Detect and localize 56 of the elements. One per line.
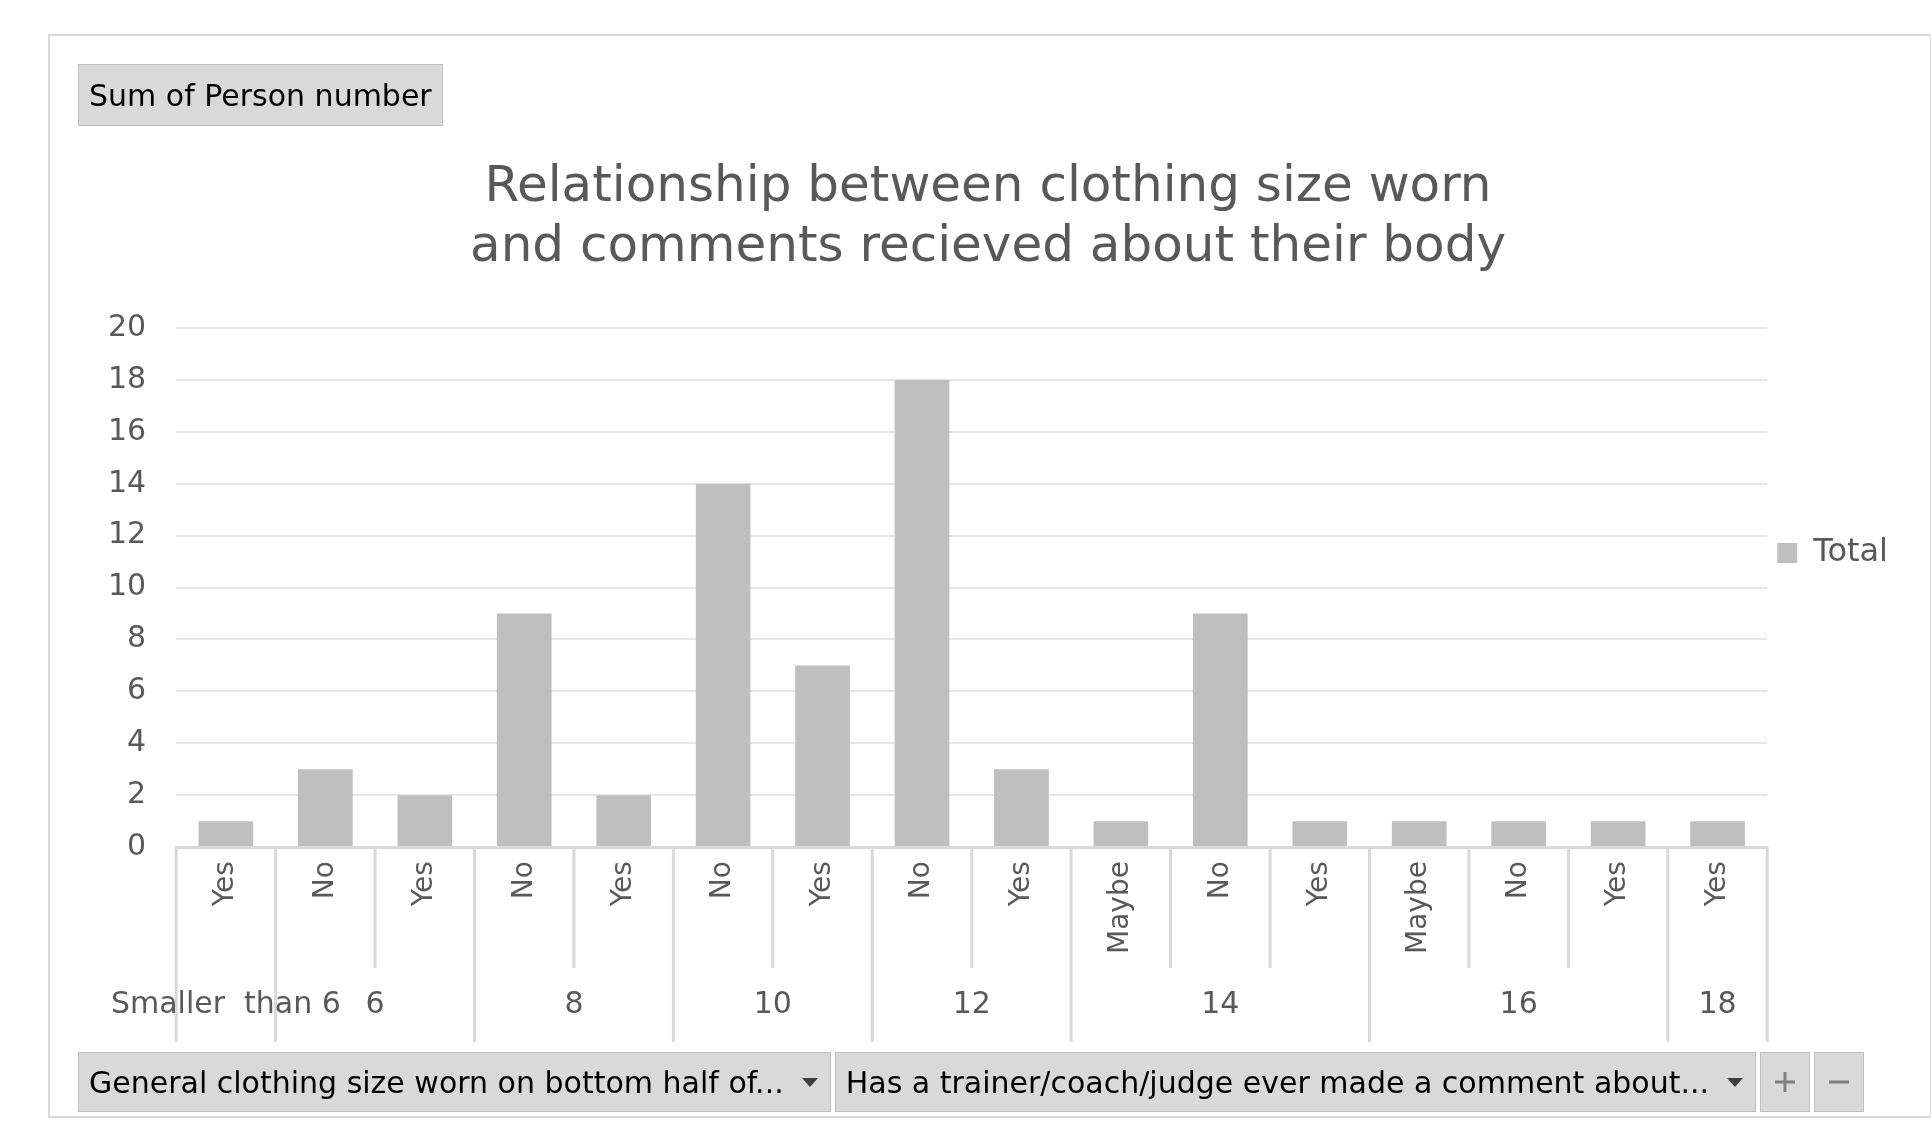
text: Sum of Person number (78, 64, 443, 126)
bar (695, 483, 751, 847)
x-tick-label: No (1499, 861, 1533, 900)
y-tick-label: 4 (127, 723, 147, 759)
bar (297, 769, 353, 847)
x-tick-label: Yes (604, 861, 638, 908)
x-tick-label: Yes (1301, 861, 1335, 908)
x-tick-label: Yes (1002, 861, 1036, 908)
text: 16 (1499, 984, 1538, 1020)
x-tick-label: Maybe (1400, 861, 1434, 954)
y-tick-label: 12 (107, 515, 147, 551)
bar (795, 665, 850, 847)
text: 14 (1201, 984, 1240, 1020)
x-tick-label: No (306, 861, 340, 900)
bar (1391, 821, 1447, 847)
text: 8 (564, 984, 584, 1020)
bar (1093, 821, 1149, 847)
x-tick-label: Yes (1698, 861, 1732, 908)
bar (894, 379, 950, 847)
x-tick-label: No (1201, 861, 1235, 900)
text: 10 (753, 984, 792, 1020)
y-tick-label: 2 (127, 775, 147, 810)
bar (1292, 821, 1348, 847)
text: 6 (365, 984, 385, 1020)
x-tick-label: No (505, 861, 539, 900)
text: 18 (1698, 984, 1737, 1020)
y-tick-label: 0 (127, 826, 147, 862)
text: General clothing size worn on bottom half of... (89, 1064, 784, 1100)
y-tick-label: 14 (107, 463, 147, 499)
y-tick-label: 6 (127, 671, 147, 707)
x-tick-label: Yes (406, 861, 440, 908)
bar (994, 769, 1049, 847)
x-tick-label: Yes (1599, 861, 1633, 908)
y-tick-label: 18 (107, 359, 147, 395)
chart-title: Relationship between clothing size worn and comments recieved about their body (469, 154, 1507, 273)
y-tick-label: 10 (107, 567, 147, 603)
bar (1590, 821, 1646, 847)
x-tick-label: Yes (207, 861, 241, 908)
x-tick-label: Yes (803, 861, 837, 908)
legend-label: Total (1812, 531, 1888, 570)
bar (1690, 821, 1745, 847)
text: Has a trainer/coach/judge ever made a comment about... (845, 1064, 1710, 1100)
bar (1491, 821, 1546, 847)
bar (596, 795, 652, 847)
y-tick-label: 8 (127, 619, 147, 655)
x-tick-label: Maybe (1102, 861, 1136, 954)
y-tick-label: 20 (107, 307, 147, 343)
x-tick-label: No (903, 861, 937, 900)
text: Smaller than 6 (110, 984, 341, 1020)
x-tick-label: No (704, 861, 738, 900)
bar (198, 821, 254, 847)
y-tick-label: 16 (107, 411, 147, 447)
bar (496, 613, 552, 847)
bar (1192, 613, 1248, 847)
bar (397, 795, 453, 847)
text: 12 (952, 984, 991, 1020)
